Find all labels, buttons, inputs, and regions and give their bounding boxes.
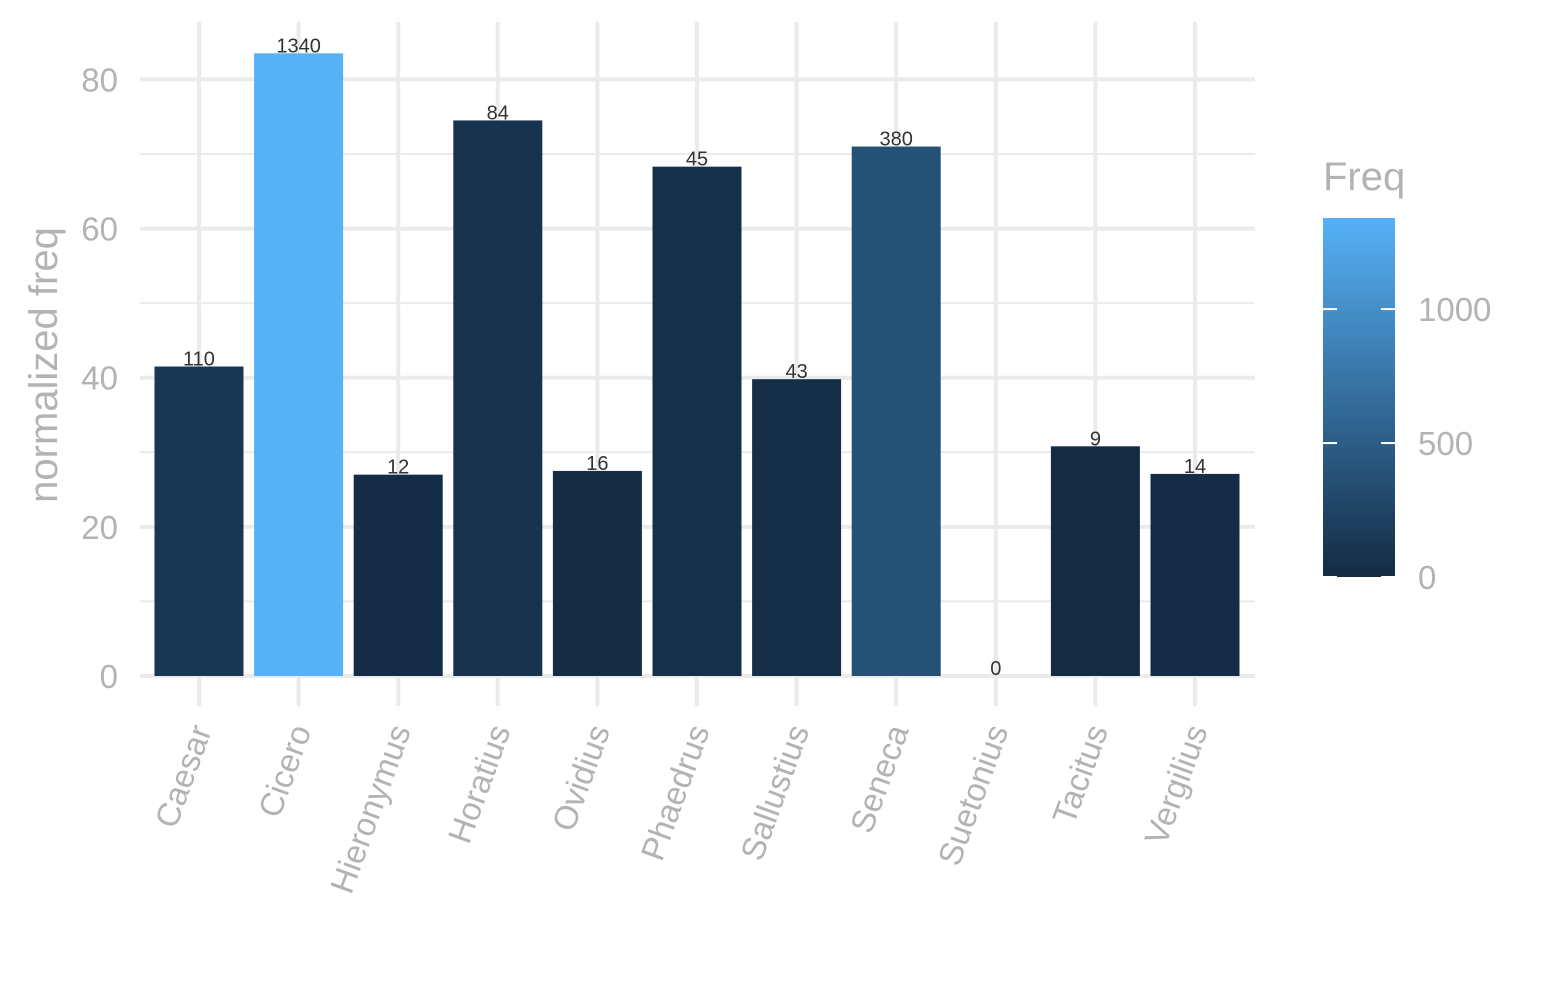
- legend-tick-label: 0: [1418, 559, 1436, 596]
- bar-value-label: 12: [387, 457, 409, 479]
- bar-seneca: [851, 146, 941, 677]
- y-tick-label: 60: [81, 211, 118, 248]
- legend-tick-label: 500: [1418, 425, 1473, 462]
- x-tick-label: Hieronymus: [323, 720, 418, 898]
- x-tick-label: Ovidius: [545, 720, 617, 836]
- y-tick-label: 0: [100, 658, 118, 695]
- color-legend: Freq 0 500 1000: [1323, 155, 1491, 596]
- legend-ticks: 0 500 1000: [1323, 291, 1491, 596]
- bar-caesar: [154, 366, 244, 676]
- x-axis-ticks: Caesar Cicero Hieronymus Horatius Ovidius Pha…: [147, 719, 1214, 898]
- legend-tick-label: 1000: [1418, 291, 1491, 328]
- bar-value-label: 110: [183, 349, 215, 371]
- y-axis-ticks: 0 20 40 60 80: [81, 61, 118, 695]
- bar-cicero: [254, 53, 344, 676]
- bar-value-label: 14: [1184, 456, 1206, 478]
- x-tick-label: Phaedrus: [633, 720, 716, 865]
- x-tick-label: Cicero: [251, 720, 318, 822]
- bar-tacitus: [1050, 446, 1140, 676]
- bar-value-label: 84: [487, 102, 509, 124]
- bar-value-label: 0: [990, 658, 1001, 680]
- y-tick-label: 80: [81, 61, 118, 98]
- bars: [154, 53, 1240, 677]
- bar-horatius: [453, 120, 543, 677]
- x-tick-label: Caesar: [147, 720, 218, 833]
- y-tick-label: 40: [81, 360, 118, 397]
- bar-value-label: 45: [686, 149, 708, 171]
- legend-title: Freq: [1323, 155, 1405, 199]
- legend-colorbar: [1323, 218, 1395, 577]
- bar-value-label: 43: [785, 361, 807, 383]
- bar-hieronymus: [353, 474, 443, 676]
- x-tick-label: Horatius: [441, 720, 518, 848]
- bar-phaedrus: [652, 166, 742, 676]
- bar-value-label: 16: [586, 453, 608, 475]
- bar-vergilius: [1150, 473, 1240, 676]
- bar-labels: 110 1340 12 84 16 45 43 380 0 9 14: [183, 35, 1206, 680]
- bar-sallustius: [752, 379, 842, 676]
- x-tick-label: Tacitus: [1045, 720, 1115, 829]
- bar-value-label: 380: [880, 129, 913, 151]
- bar-value-label: 9: [1090, 428, 1101, 450]
- x-tick-label: Vergilius: [1137, 720, 1214, 850]
- y-axis-title: normalized freq: [22, 227, 66, 503]
- y-tick-label: 20: [81, 509, 118, 546]
- x-tick-label: Sallustius: [733, 720, 816, 865]
- x-tick-label: Suetonius: [930, 720, 1015, 871]
- bar-value-label: 1340: [276, 35, 321, 57]
- x-tick-label: Seneca: [843, 719, 916, 837]
- bar-ovidius: [552, 470, 642, 676]
